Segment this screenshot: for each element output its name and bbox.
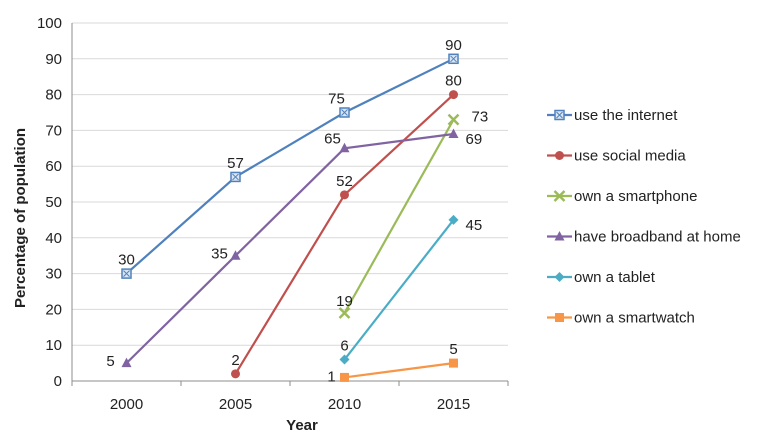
x-tick-label: 2005 — [219, 396, 252, 413]
legend-item: own a smartwatch — [547, 310, 695, 327]
data-point — [231, 369, 240, 379]
series-own-a-tablet — [339, 214, 459, 365]
data-label: 2 — [231, 352, 239, 369]
data-point — [230, 250, 241, 260]
data-label: 45 — [466, 217, 483, 234]
legend-marker — [555, 151, 564, 160]
legend-label: use the internet — [574, 107, 678, 124]
data-label: 73 — [472, 109, 489, 126]
y-tick-label: 60 — [45, 158, 62, 175]
legend-label: own a smartphone — [574, 188, 697, 205]
axes: 0 10 20 30 40 50 60 70 80 90 100 2000 2005 2010 2015 — [37, 15, 509, 413]
data-point — [448, 128, 459, 138]
series-have-broadband-at-home — [121, 128, 459, 368]
data-point — [339, 107, 350, 118]
y-tick-label: 80 — [45, 87, 62, 104]
legend-marker — [555, 313, 564, 322]
x-tick-label: 2010 — [328, 396, 361, 413]
y-tick-label: 30 — [45, 266, 62, 283]
series-line — [343, 219, 455, 361]
data-label: 75 — [328, 91, 345, 108]
legend-item: use the internet — [547, 107, 678, 124]
legend-label: own a tablet — [574, 269, 656, 286]
series-line — [344, 362, 454, 379]
data-point — [448, 214, 459, 225]
series-line — [125, 132, 454, 364]
data-label: 57 — [227, 155, 244, 172]
data-label: 30 — [118, 252, 135, 269]
data-label: 69 — [466, 131, 483, 148]
series-line — [343, 119, 455, 314]
legend-item: have broadband at home — [547, 229, 741, 246]
data-point — [340, 372, 349, 382]
data-point — [339, 142, 350, 153]
legend: use the internet use social media own a sm… — [547, 107, 741, 327]
series-use-the-internet — [121, 53, 459, 279]
data-label: 5 — [449, 341, 457, 358]
x-axis-title: Year — [286, 417, 318, 431]
data-label: 19 — [336, 293, 353, 310]
x-tick-label: 2015 — [437, 396, 470, 413]
data-point — [447, 113, 460, 126]
series-line — [234, 93, 455, 375]
data-labels: 30 57 75 90 2 52 80 19 73 5 35 65 69 6 45 1 5 — [106, 37, 488, 386]
legend-label: have broadband at home — [574, 229, 741, 246]
data-point — [339, 354, 350, 365]
data-point — [121, 357, 132, 368]
data-label: 6 — [340, 338, 348, 355]
legend-item: own a tablet — [547, 269, 656, 286]
y-tick-label: 100 — [37, 15, 62, 32]
data-point — [340, 190, 349, 200]
y-tick-label: 90 — [45, 51, 62, 68]
legend-item: own a smartphone — [547, 188, 697, 205]
data-point — [448, 53, 459, 65]
data-label: 90 — [445, 37, 462, 54]
legend-marker — [553, 190, 566, 202]
legend-marker — [554, 231, 565, 241]
series-own-a-smartwatch — [340, 358, 458, 382]
series-own-a-smartphone — [338, 113, 460, 319]
data-label: 80 — [445, 73, 462, 90]
y-tick-label: 40 — [45, 230, 62, 247]
legend-marker — [554, 272, 565, 282]
y-tick-label: 10 — [45, 337, 62, 354]
data-label: 52 — [336, 173, 353, 190]
data-point — [449, 358, 458, 368]
data-label: 5 — [106, 353, 114, 370]
data-point — [121, 268, 132, 279]
y-axis-title: Percentage of population — [12, 128, 29, 308]
y-tick-label: 20 — [45, 301, 62, 318]
legend-label: own a smartwatch — [574, 310, 695, 327]
y-tick-label: 50 — [45, 194, 62, 211]
data-label: 1 — [327, 368, 335, 385]
legend-item: use social media — [547, 148, 686, 165]
series-use-social-media — [231, 90, 458, 379]
data-label: 65 — [324, 130, 341, 147]
legend-label: use social media — [574, 148, 686, 165]
series-line — [125, 57, 454, 275]
series-group — [121, 53, 460, 382]
legend-marker — [554, 109, 565, 121]
data-point — [338, 307, 351, 319]
x-tick-label: 2000 — [110, 396, 143, 413]
data-point — [230, 171, 241, 183]
data-label: 35 — [211, 246, 228, 263]
y-tick-label: 70 — [45, 122, 62, 139]
data-point — [449, 90, 458, 100]
y-tick-label: 0 — [54, 373, 62, 390]
